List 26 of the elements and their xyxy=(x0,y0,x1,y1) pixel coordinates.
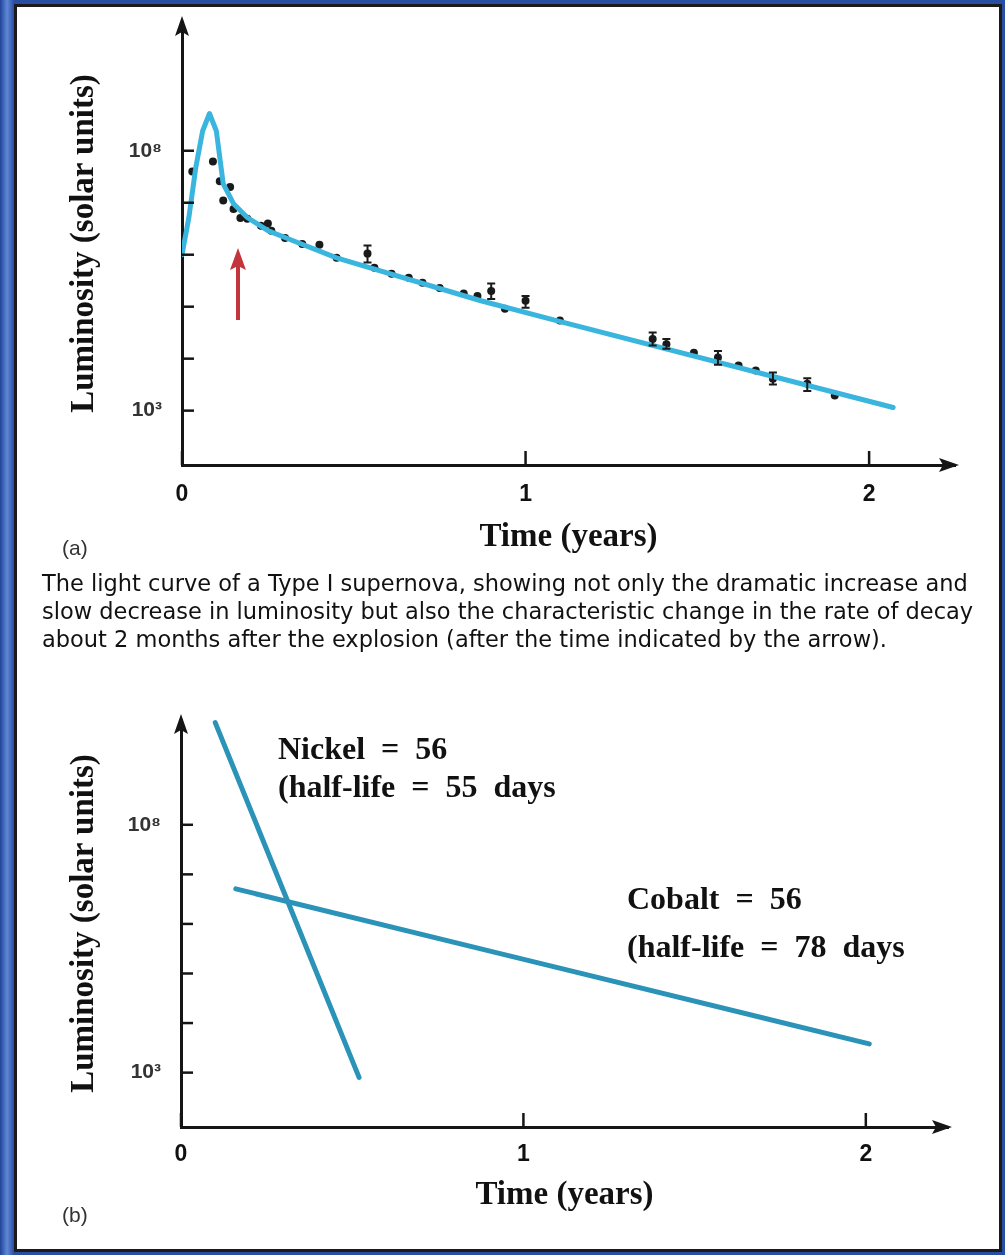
point xyxy=(263,219,272,228)
x-tick-label: 2 xyxy=(859,1140,873,1167)
annotation: (half-life = 78 days xyxy=(627,928,905,965)
text: (a) xyxy=(62,536,88,560)
text: The light curve of a Type I supernova, showing not only the dramatic increase and slow decrease in luminosity but also the characteristic change in the rate of decay about 2 months after the explosion (after the time indicated by the arrow). xyxy=(42,569,975,653)
point xyxy=(208,157,217,166)
y-tick-label: 10³ xyxy=(131,397,162,421)
point xyxy=(219,196,228,205)
point xyxy=(236,213,245,222)
x-tick-label: 2 xyxy=(862,480,876,507)
point xyxy=(315,240,324,249)
x-tick-label: 1 xyxy=(517,1140,531,1167)
text: (b) xyxy=(62,1203,88,1227)
annotation: Cobalt = 56 xyxy=(627,880,802,917)
x-tick-label: 0 xyxy=(174,1140,188,1167)
x-axis-title: Time (years) xyxy=(479,516,658,554)
y-axis-title: Luminosity (solar units) xyxy=(64,74,102,413)
y-tick-label: 10³ xyxy=(130,1059,161,1083)
x-tick-label: 1 xyxy=(519,480,533,507)
annotation: Nickel = 56 xyxy=(278,730,448,767)
y-tick-label: 10⁸ xyxy=(127,811,161,835)
annotation: (half-life = 55 days xyxy=(278,768,556,805)
x-tick-label: 0 xyxy=(175,480,189,507)
y-axis-title: Luminosity (solar units) xyxy=(64,754,102,1093)
x-axis-title: Time (years) xyxy=(475,1174,654,1212)
y-tick-label: 10⁸ xyxy=(128,137,162,161)
